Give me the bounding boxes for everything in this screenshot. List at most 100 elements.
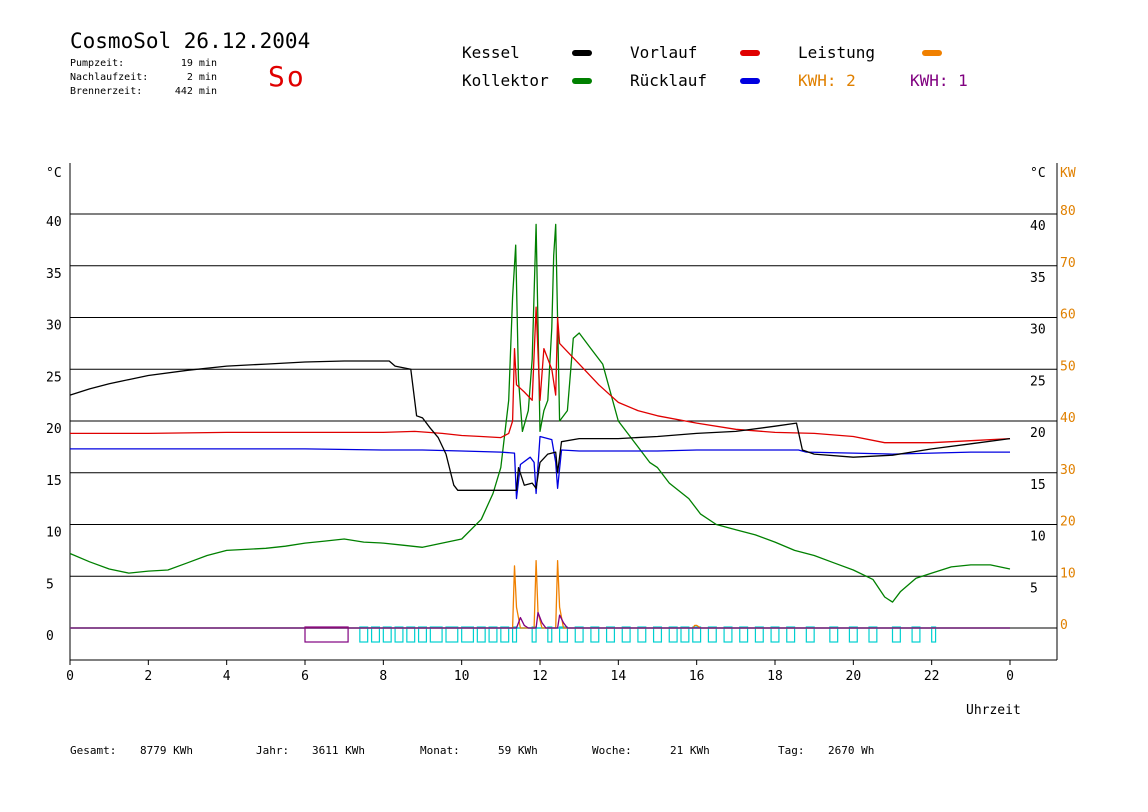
status-pulse — [476, 626, 486, 643]
status-pulse — [370, 626, 381, 643]
status-pulse — [605, 626, 616, 643]
y-tick-right-kw-40: 40 — [1060, 411, 1076, 426]
stat-pumpzeit-value: 19 min — [180, 58, 217, 69]
x-tick-8: 16 — [689, 669, 705, 684]
status-pulse — [680, 626, 690, 643]
x-tick-9: 18 — [767, 669, 783, 684]
status-pulse — [531, 626, 537, 643]
y-tick-right-c-25: 25 — [1030, 374, 1046, 389]
status-pulse — [500, 626, 510, 643]
y-tick-right-kw-60: 60 — [1060, 308, 1076, 323]
x-tick-1: 2 — [144, 669, 152, 684]
x-tick-10: 20 — [846, 669, 862, 684]
status-pulse — [739, 626, 749, 643]
status-pulse — [621, 626, 631, 643]
x-tick-5: 10 — [454, 669, 470, 684]
series-kessel — [69, 360, 1011, 491]
status-pulse — [891, 626, 901, 643]
series-kollektor — [69, 223, 1011, 603]
legend-label-kollektor: Kollektor — [462, 71, 549, 90]
legend-swatch-ruecklauf — [740, 78, 760, 84]
y-tick-left-20: 20 — [46, 422, 62, 437]
status-pulse — [829, 626, 839, 643]
y-tick-right-kw-20: 20 — [1060, 515, 1076, 530]
status-pulse — [770, 626, 780, 643]
series-r-cklauf — [70, 435, 1010, 500]
status-pulse — [488, 626, 498, 643]
x-tick-12: 0 — [1006, 669, 1014, 684]
status-pulse — [754, 626, 764, 643]
weekday-indicator: So — [268, 60, 306, 93]
status-pulse — [590, 626, 600, 643]
footer-monat-label: Monat: — [420, 744, 460, 757]
x-tick-2: 4 — [223, 669, 231, 684]
status-pulse — [547, 626, 553, 643]
y-tick-right-c-20: 20 — [1030, 426, 1046, 441]
status-pulse — [511, 626, 518, 643]
x-tick-7: 14 — [611, 669, 627, 684]
chart-title: CosmoSol 26.12.2004 — [70, 29, 311, 53]
status-pulse — [382, 626, 392, 643]
x-axis-label: Uhrzeit — [966, 703, 1021, 718]
legend-label-kwh1: KWH: 1 — [910, 71, 968, 90]
footer-gesamt-label: Gesamt: — [70, 744, 117, 757]
y-tick-right-kw-70: 70 — [1060, 256, 1076, 271]
legend-label-kessel: Kessel — [462, 43, 520, 62]
status-pulse — [652, 626, 663, 643]
stat-pumpzeit-label: Pumpzeit: — [70, 58, 125, 69]
status-pulse — [707, 626, 717, 643]
y-tick-right-kw-80: 80 — [1060, 204, 1076, 219]
y-tick-right-kw-30: 30 — [1060, 463, 1076, 478]
y-tick-left-10: 10 — [46, 526, 62, 541]
status-pulse — [911, 626, 921, 643]
stat-brennerzeit-label: Brennerzeit: — [70, 86, 143, 97]
status-pulse — [394, 626, 404, 643]
status-pulse — [359, 626, 369, 643]
legend-swatch-leistung — [922, 50, 942, 56]
y-tick-left-35: 35 — [46, 267, 62, 282]
footer-jahr-label: Jahr: — [256, 744, 290, 757]
grid-lines — [70, 213, 1057, 629]
series-vorlauf — [70, 306, 1011, 444]
status-pulse — [868, 626, 878, 643]
legend-swatch-vorlauf — [740, 50, 760, 56]
y-tick-right-c-35: 35 — [1030, 271, 1046, 286]
x-tick-11: 22 — [924, 669, 940, 684]
y-tick-right-c-5: 5 — [1030, 581, 1038, 596]
status-pulse — [805, 626, 815, 643]
status-pulse — [429, 626, 443, 643]
y-tick-left-40: 40 — [46, 215, 62, 230]
status-pulse — [417, 626, 428, 643]
x-tick-4: 8 — [379, 669, 387, 684]
series-kwh-1 — [70, 611, 1010, 629]
status-pulse — [668, 626, 678, 643]
y-tick-right-c-40: 40 — [1030, 219, 1046, 234]
legend-label-ruecklauf: Rücklauf — [630, 71, 708, 90]
y-tick-right-c-10: 10 — [1030, 530, 1046, 545]
footer-woche-label: Woche: — [592, 744, 632, 757]
y-unit-left: °C — [46, 166, 62, 181]
status-pulse — [304, 626, 349, 643]
stat-nachlaufzeit-value: 2 min — [186, 72, 217, 83]
legend-swatch-kessel — [572, 50, 592, 56]
status-pulse — [461, 626, 475, 643]
stat-nachlaufzeit-label: Nachlaufzeit: — [70, 72, 149, 83]
stat-brennerzeit-value: 442 min — [174, 86, 217, 97]
status-pulse — [558, 626, 569, 643]
x-tick-6: 12 — [532, 669, 548, 684]
status-pulse — [574, 626, 584, 643]
legend-label-kwh2: KWH: 2 — [798, 71, 856, 90]
y-tick-right-kw-10: 10 — [1060, 566, 1076, 581]
status-pulse — [445, 626, 459, 643]
status-pulse — [637, 626, 647, 643]
chart-plot-area — [69, 223, 1011, 643]
y-tick-right-c-30: 30 — [1030, 323, 1046, 338]
footer-tag-value: 2670 Wh — [828, 744, 875, 757]
status-pulse — [406, 626, 416, 643]
legend-label-leistung: Leistung — [798, 43, 876, 62]
status-pulse — [692, 626, 702, 643]
y-tick-left-15: 15 — [46, 474, 62, 489]
x-tick-0: 0 — [66, 669, 74, 684]
